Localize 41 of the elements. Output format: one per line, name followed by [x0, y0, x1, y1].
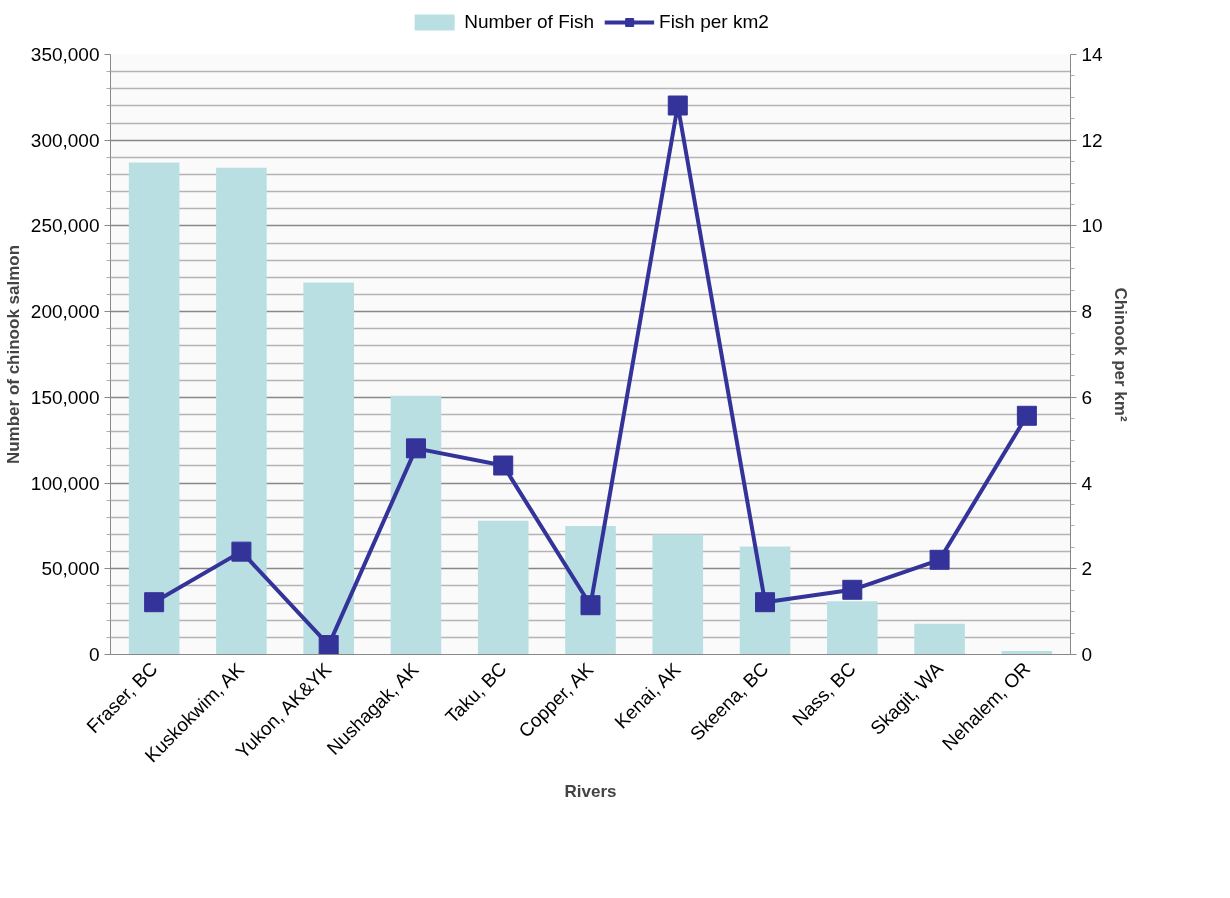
x-tick-label: Taku, BC	[441, 658, 511, 728]
bar	[216, 167, 267, 655]
y2-tick-label: 10	[1081, 215, 1103, 237]
bar	[128, 162, 180, 655]
y-tick-label: 100,000	[30, 472, 100, 494]
point	[405, 438, 426, 459]
point	[231, 541, 252, 562]
y2-tick-label: 6	[1081, 386, 1093, 408]
y-tick-label: 250,000	[30, 215, 100, 237]
legend-label: Fish per km2	[659, 11, 769, 33]
y2-tick-label: 8	[1081, 301, 1093, 323]
point	[755, 592, 776, 613]
bar	[477, 520, 529, 655]
point	[580, 595, 601, 616]
bar	[303, 282, 354, 655]
bar	[652, 534, 704, 655]
y2-axis-title: Chinook per km²	[1110, 287, 1130, 422]
point	[493, 455, 514, 476]
point	[318, 635, 339, 655]
point	[929, 549, 950, 570]
y-tick-label: 150,000	[30, 386, 100, 408]
y-tick-label: 300,000	[30, 129, 100, 151]
point	[667, 95, 688, 116]
bar	[390, 395, 442, 655]
point	[842, 579, 863, 600]
legend-label: Number of Fish	[464, 11, 595, 33]
y-tick-label: 200,000	[30, 301, 100, 323]
bar	[827, 601, 878, 655]
y2-tick-label: 4	[1081, 472, 1093, 494]
y-tick-label: 0	[88, 644, 100, 665]
y-tick-label: 50,000	[41, 558, 100, 580]
y-axis-title: Number of chinook salmon	[3, 244, 23, 465]
point	[1016, 405, 1037, 426]
y2-tick-label: 0	[1081, 644, 1093, 665]
bar	[914, 623, 965, 655]
y2-tick-label: 14	[1081, 44, 1104, 65]
point	[144, 592, 165, 613]
y-tick-label: 350,000	[30, 44, 100, 65]
y2-tick-label: 2	[1081, 558, 1093, 580]
y2-tick-label: 12	[1081, 129, 1103, 151]
x-axis-title: Rivers	[564, 781, 617, 801]
